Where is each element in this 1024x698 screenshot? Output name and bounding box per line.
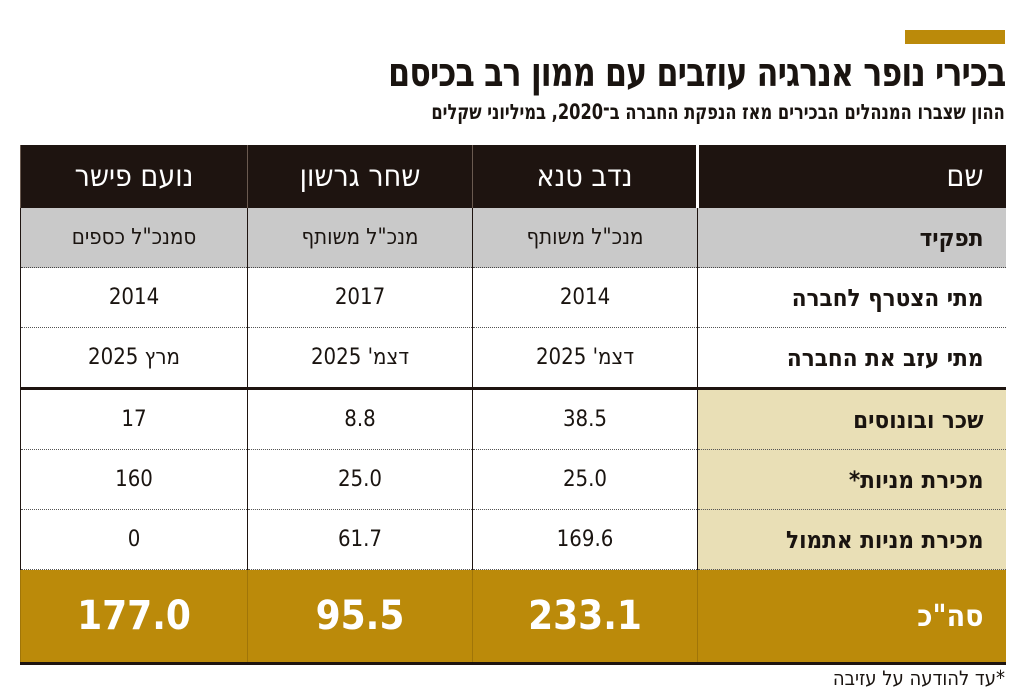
total-value: 177.0 [20, 569, 248, 665]
footnote: *עד להודעה על עזיבה [832, 666, 1005, 690]
row-label: מכירת מניות אתמול [697, 509, 1006, 570]
table-cell: 8.8 [247, 388, 473, 450]
table-row: שכר ובונוסים 38.5 8.8 17 [20, 388, 1006, 450]
table-cell: 2017 [247, 267, 473, 328]
row-label: תפקיד [697, 208, 1006, 268]
table-cell: מנכ"ל משותף [247, 208, 473, 268]
executives-table: שם נדב טנא שחר גרשון נועם פישר תפקיד מנכ"… [20, 145, 1006, 665]
table-cell: 160 [20, 449, 248, 510]
decorative-gold-bar [905, 30, 1005, 44]
row-label: שכר ובונוסים [697, 388, 1006, 450]
table-cell: דצמ' 2025 [247, 327, 473, 390]
table-cell: 2014 [472, 267, 698, 328]
table-cell: סמנכ"ל כספים [20, 208, 248, 268]
page-subtitle: ההון שצברו המנהלים הבכירים מאז הנפקת החב… [431, 100, 1005, 124]
table-row: תפקיד מנכ"ל משותף מנכ"ל משותף סמנכ"ל כספים [20, 208, 1006, 268]
table-cell: 0 [20, 509, 248, 570]
header-name: שחר גרשון [247, 145, 473, 208]
header-name: נועם פישר [20, 145, 248, 208]
table-cell: 2014 [20, 267, 248, 328]
table-cell: דצמ' 2025 [472, 327, 698, 390]
table-cell: 61.7 [247, 509, 473, 570]
total-value: 95.5 [247, 569, 473, 665]
table-cell: מרץ 2025 [20, 327, 248, 390]
page-title: בכירי נופר אנרגיה עוזבים עם ממון רב בכיס… [387, 50, 1006, 96]
header-label: שם [696, 145, 1006, 208]
table-row: מתי עזב את החברה דצמ' 2025 דצמ' 2025 מרץ 20… [20, 327, 1006, 390]
table-cell: 169.6 [472, 509, 698, 570]
header-row: שם נדב טנא שחר גרשון נועם פישר [20, 145, 1006, 208]
row-label: מתי עזב את החברה [697, 327, 1006, 390]
total-label: סה"כ [697, 569, 1006, 665]
total-value: 233.1 [472, 569, 698, 665]
table-row: מתי הצטרף לחברה 2014 2017 2014 [20, 267, 1006, 328]
table-row: מכירת מניות אתמול 169.6 61.7 0 [20, 509, 1006, 570]
table-cell: 25.0 [247, 449, 473, 510]
table-cell: מנכ"ל משותף [472, 208, 698, 268]
total-row: סה"כ 233.1 95.5 177.0 [20, 569, 1006, 665]
table-row: מכירת מניות* 25.0 25.0 160 [20, 449, 1006, 510]
table-cell: 25.0 [472, 449, 698, 510]
table-cell: 38.5 [472, 388, 698, 450]
table-cell: 17 [20, 388, 248, 450]
row-label: מתי הצטרף לחברה [697, 267, 1006, 328]
header-name: נדב טנא [472, 145, 698, 208]
row-label: מכירת מניות* [697, 449, 1006, 510]
